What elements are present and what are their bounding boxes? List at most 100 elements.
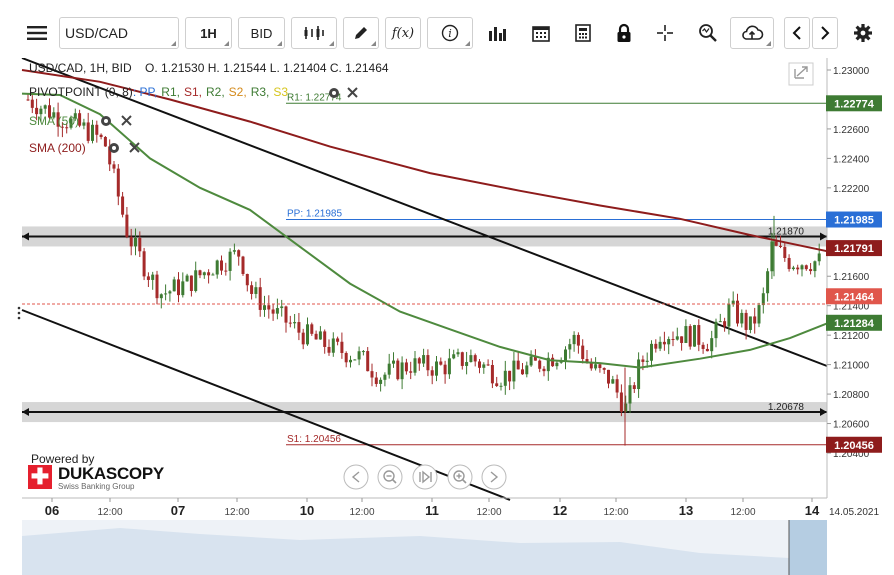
price-side-selector[interactable]: BID (238, 17, 285, 49)
ohlc-info: USD/CAD, 1H, BID O. 1.21530 H. 1.21544 L… (29, 61, 389, 75)
price-side-label: BID (250, 25, 273, 41)
resize-dot (17, 306, 21, 310)
sma50-remove-button[interactable] (121, 115, 132, 126)
level-label-r1: R1: 1.22774 (287, 92, 342, 103)
volume-button[interactable] (480, 17, 514, 49)
y-tick-label: 1.21000 (833, 361, 870, 372)
sma200-line[interactable] (21, 69, 828, 253)
candle-body (439, 361, 443, 365)
reset-view-icon (419, 470, 432, 484)
pivot-settings-button[interactable] (329, 88, 339, 98)
chart-type-button[interactable] (291, 17, 337, 49)
candle-body (237, 250, 241, 257)
candle-body (503, 370, 507, 386)
candle-body (318, 331, 322, 340)
candle-body (379, 379, 383, 384)
indicators-button[interactable]: f(x) (385, 17, 421, 49)
candle-body (650, 343, 653, 361)
zoom-out-button[interactable] (377, 464, 403, 490)
candle-body (533, 356, 537, 361)
pivot-item: S2, (229, 85, 247, 99)
resize-handle[interactable] (17, 306, 21, 320)
candle-body (280, 306, 284, 309)
candle-body (134, 238, 137, 247)
share-button[interactable] (730, 17, 774, 49)
candle-body (538, 360, 542, 369)
candle-body (551, 357, 555, 367)
candle-body (400, 362, 404, 380)
candle-body (628, 385, 632, 404)
candle-body (499, 385, 503, 387)
price-badge-label: 1.22774 (834, 98, 875, 110)
candle-body (245, 273, 249, 286)
price-chart[interactable]: 1.21870 1.20678 R1: 1.22774 PP: 1.21985 S1:… (0, 58, 894, 575)
calculator-button[interactable] (566, 17, 600, 49)
sma200-remove-button[interactable] (129, 142, 140, 153)
nav-forward-button[interactable] (481, 464, 507, 490)
zone-arrow-right (820, 232, 827, 241)
symbol-selector[interactable]: USD/CAD (59, 17, 179, 49)
sma50-settings-button[interactable] (101, 116, 111, 126)
candle-body (275, 308, 279, 314)
info-button[interactable]: i (427, 17, 473, 49)
y-tick-label: 1.22200 (833, 184, 870, 195)
zone-arrow-left (22, 232, 29, 241)
candle-body (215, 260, 219, 275)
sma50-legend[interactable]: SMA (50) (29, 114, 79, 128)
candle-body (508, 370, 512, 382)
price-badge-label: 1.21464 (834, 291, 875, 303)
level-label-s1: S1: 1.20456 (287, 434, 341, 445)
gear-icon (854, 24, 872, 42)
drawing-tools-button[interactable] (343, 17, 379, 49)
close-icon (121, 115, 132, 126)
gear-hole (332, 91, 336, 95)
sma200-settings-button[interactable] (109, 143, 119, 153)
settings-button[interactable] (848, 17, 878, 49)
candle-body (447, 358, 451, 375)
x-tick-label: 12:00 (603, 507, 628, 518)
lock-button[interactable] (608, 17, 640, 49)
candle-body (103, 136, 107, 147)
nav-back-button[interactable] (343, 464, 369, 490)
sma50-line[interactable] (21, 92, 828, 369)
zoom-in-button[interactable] (447, 464, 473, 490)
menu-button[interactable] (22, 17, 52, 49)
pivot-indicator-legend[interactable]: PIVOTPOINT (0, 8): PP, R1, S1, R2, S2, R3, S3 (29, 85, 288, 99)
sma200-legend[interactable]: SMA (200) (29, 141, 86, 155)
price-axis[interactable]: 1.230001.228001.226001.224001.222001.220… (827, 66, 870, 460)
trend-line-upper[interactable] (21, 58, 828, 367)
scroll-left-button[interactable] (784, 17, 810, 49)
candle-body (323, 331, 327, 347)
candle-body (572, 334, 576, 345)
calendar-button[interactable] (524, 17, 558, 49)
candle-body (701, 344, 705, 349)
reset-view-button[interactable] (412, 464, 438, 490)
candle-body (585, 358, 589, 363)
candle-body (443, 364, 447, 375)
x-tick-label: 11 (425, 503, 439, 518)
candle-body (671, 339, 675, 341)
candle-body (723, 321, 727, 327)
candle-body (486, 364, 490, 366)
expand-button[interactable] (788, 62, 814, 86)
candle-body (297, 322, 301, 333)
scroll-right-button[interactable] (812, 17, 838, 49)
crosshair-button[interactable] (650, 17, 680, 49)
y-tick-label: 1.21600 (833, 272, 870, 283)
y-tick-label: 1.23000 (833, 66, 870, 77)
time-axis[interactable]: 06 12:00 07 12:00 10 12:00 11 12:00 12 12:00 13 12:… (45, 498, 820, 518)
navigator-window[interactable] (789, 520, 827, 575)
date-label: 14.05.2021 (829, 507, 879, 518)
zoom-button[interactable] (692, 17, 724, 49)
y-tick-label: 1.21200 (833, 331, 870, 342)
pivot-item: S3 (273, 85, 288, 99)
close-icon (129, 142, 140, 153)
candle-body (594, 364, 598, 369)
timeframe-selector[interactable]: 1H (185, 17, 232, 49)
symbol-label: USD/CAD (65, 25, 129, 41)
pivot-remove-button[interactable] (347, 87, 358, 98)
candle-body (662, 341, 666, 345)
candle-body (370, 371, 374, 378)
price-badge-label: 1.21985 (834, 215, 874, 227)
candle-body (293, 322, 297, 324)
